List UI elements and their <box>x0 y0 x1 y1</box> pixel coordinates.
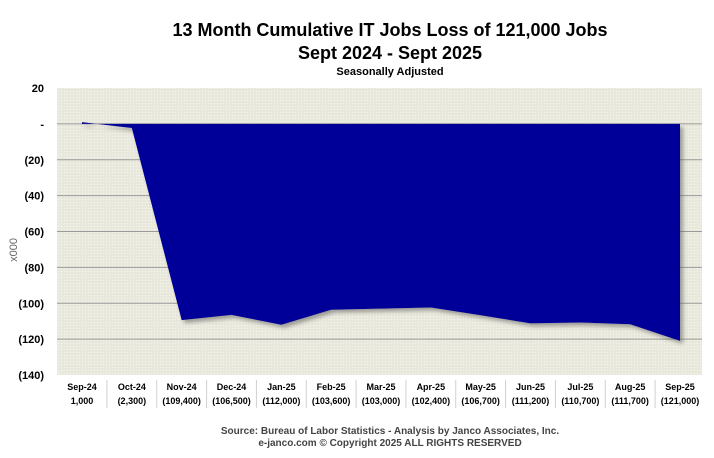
x-value-label: (111,700) <box>611 396 649 406</box>
x-axis-categories: Sep-24 1,000 Oct-24 (2,300) Nov-24 (109,400) D… <box>67 380 699 408</box>
copyright-note: e-janco.com © Copyright 2025 ALL RIGHTS … <box>258 438 522 449</box>
y-axis-ticks: 20 - (20) (40) (60) (80) (100) (120) (140) <box>18 83 44 382</box>
x-category-label: Jul-25 <box>567 382 593 392</box>
x-value-label: (2,300) <box>118 396 147 406</box>
y-tick-label: (120) <box>18 334 44 346</box>
x-category-label: Jan-25 <box>267 382 296 392</box>
y-tick-label: (20) <box>24 155 44 167</box>
y-tick-label: (100) <box>18 298 44 310</box>
y-tick-label: 20 <box>32 83 44 95</box>
x-value-label: 1,000 <box>71 396 94 406</box>
x-category-label: Sep-25 <box>665 382 695 392</box>
x-category-label: May-25 <box>465 382 496 392</box>
x-category-label: Apr-25 <box>417 382 446 392</box>
x-value-label: (121,000) <box>661 396 700 406</box>
source-note: Source: Bureau of Labor Statistics - Ana… <box>220 426 560 437</box>
x-value-label: (102,400) <box>412 396 451 406</box>
x-category-label: Sep-24 <box>67 382 97 392</box>
y-tick-label: - <box>40 119 44 131</box>
x-category-label: Aug-25 <box>615 382 646 392</box>
x-category-label: Nov-24 <box>167 382 197 392</box>
x-value-label: (103,000) <box>362 396 401 406</box>
x-category-label: Jun-25 <box>516 382 545 392</box>
chart-note: Seasonally Adjusted <box>336 66 444 78</box>
chart-subtitle: Sept 2024 - Sept 2025 <box>297 43 483 63</box>
y-tick-label: (40) <box>24 191 44 203</box>
y-tick-label: (140) <box>18 370 44 382</box>
x-value-label: (112,000) <box>262 396 300 406</box>
chart-title: 13 Month Cumulative IT Jobs Loss of 121,… <box>172 20 608 40</box>
x-value-label: (106,500) <box>212 396 251 406</box>
x-value-label: (106,700) <box>461 396 500 406</box>
y-tick-label: (80) <box>24 262 44 274</box>
x-value-label: (103,600) <box>312 396 351 406</box>
x-category-label: Mar-25 <box>366 382 395 392</box>
x-category-label: Feb-25 <box>317 382 346 392</box>
x-category-label: Dec-24 <box>217 382 247 392</box>
area-series <box>82 122 680 341</box>
x-category-label: Oct-24 <box>118 382 146 392</box>
x-value-label: (109,400) <box>162 396 201 406</box>
y-tick-label: (60) <box>24 227 44 239</box>
x-value-label: (110,700) <box>561 396 599 406</box>
y-axis-label: x000 <box>8 238 20 262</box>
x-value-label: (111,200) <box>512 396 550 406</box>
